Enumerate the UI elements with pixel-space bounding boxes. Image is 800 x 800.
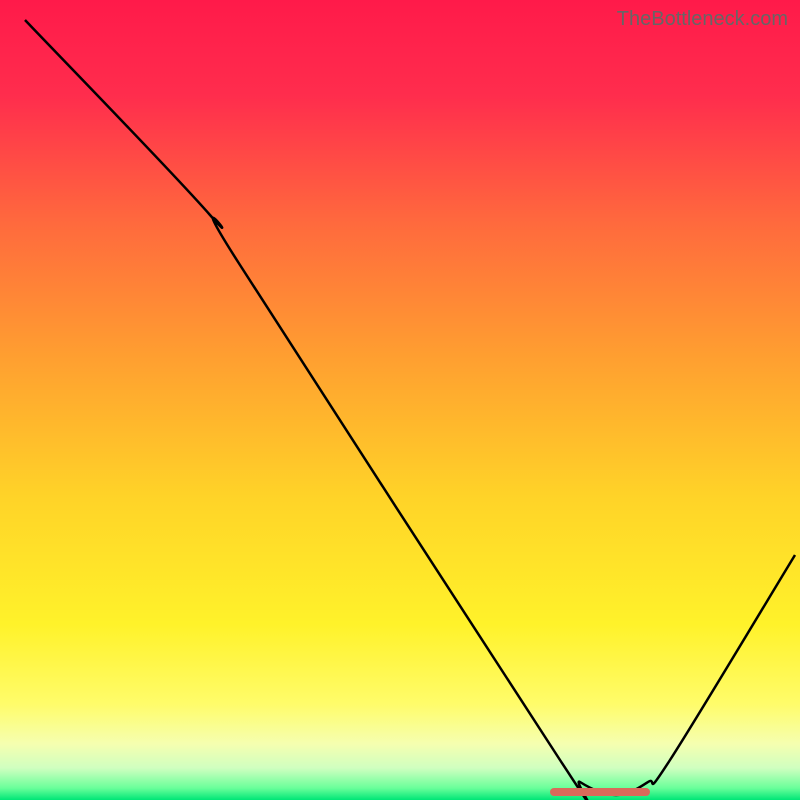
bottleneck-curve — [0, 0, 800, 800]
attribution-text: TheBottleneck.com — [617, 8, 788, 31]
optimal-range-marker — [550, 788, 650, 796]
bottleneck-chart: TheBottleneck.com — [0, 0, 800, 800]
